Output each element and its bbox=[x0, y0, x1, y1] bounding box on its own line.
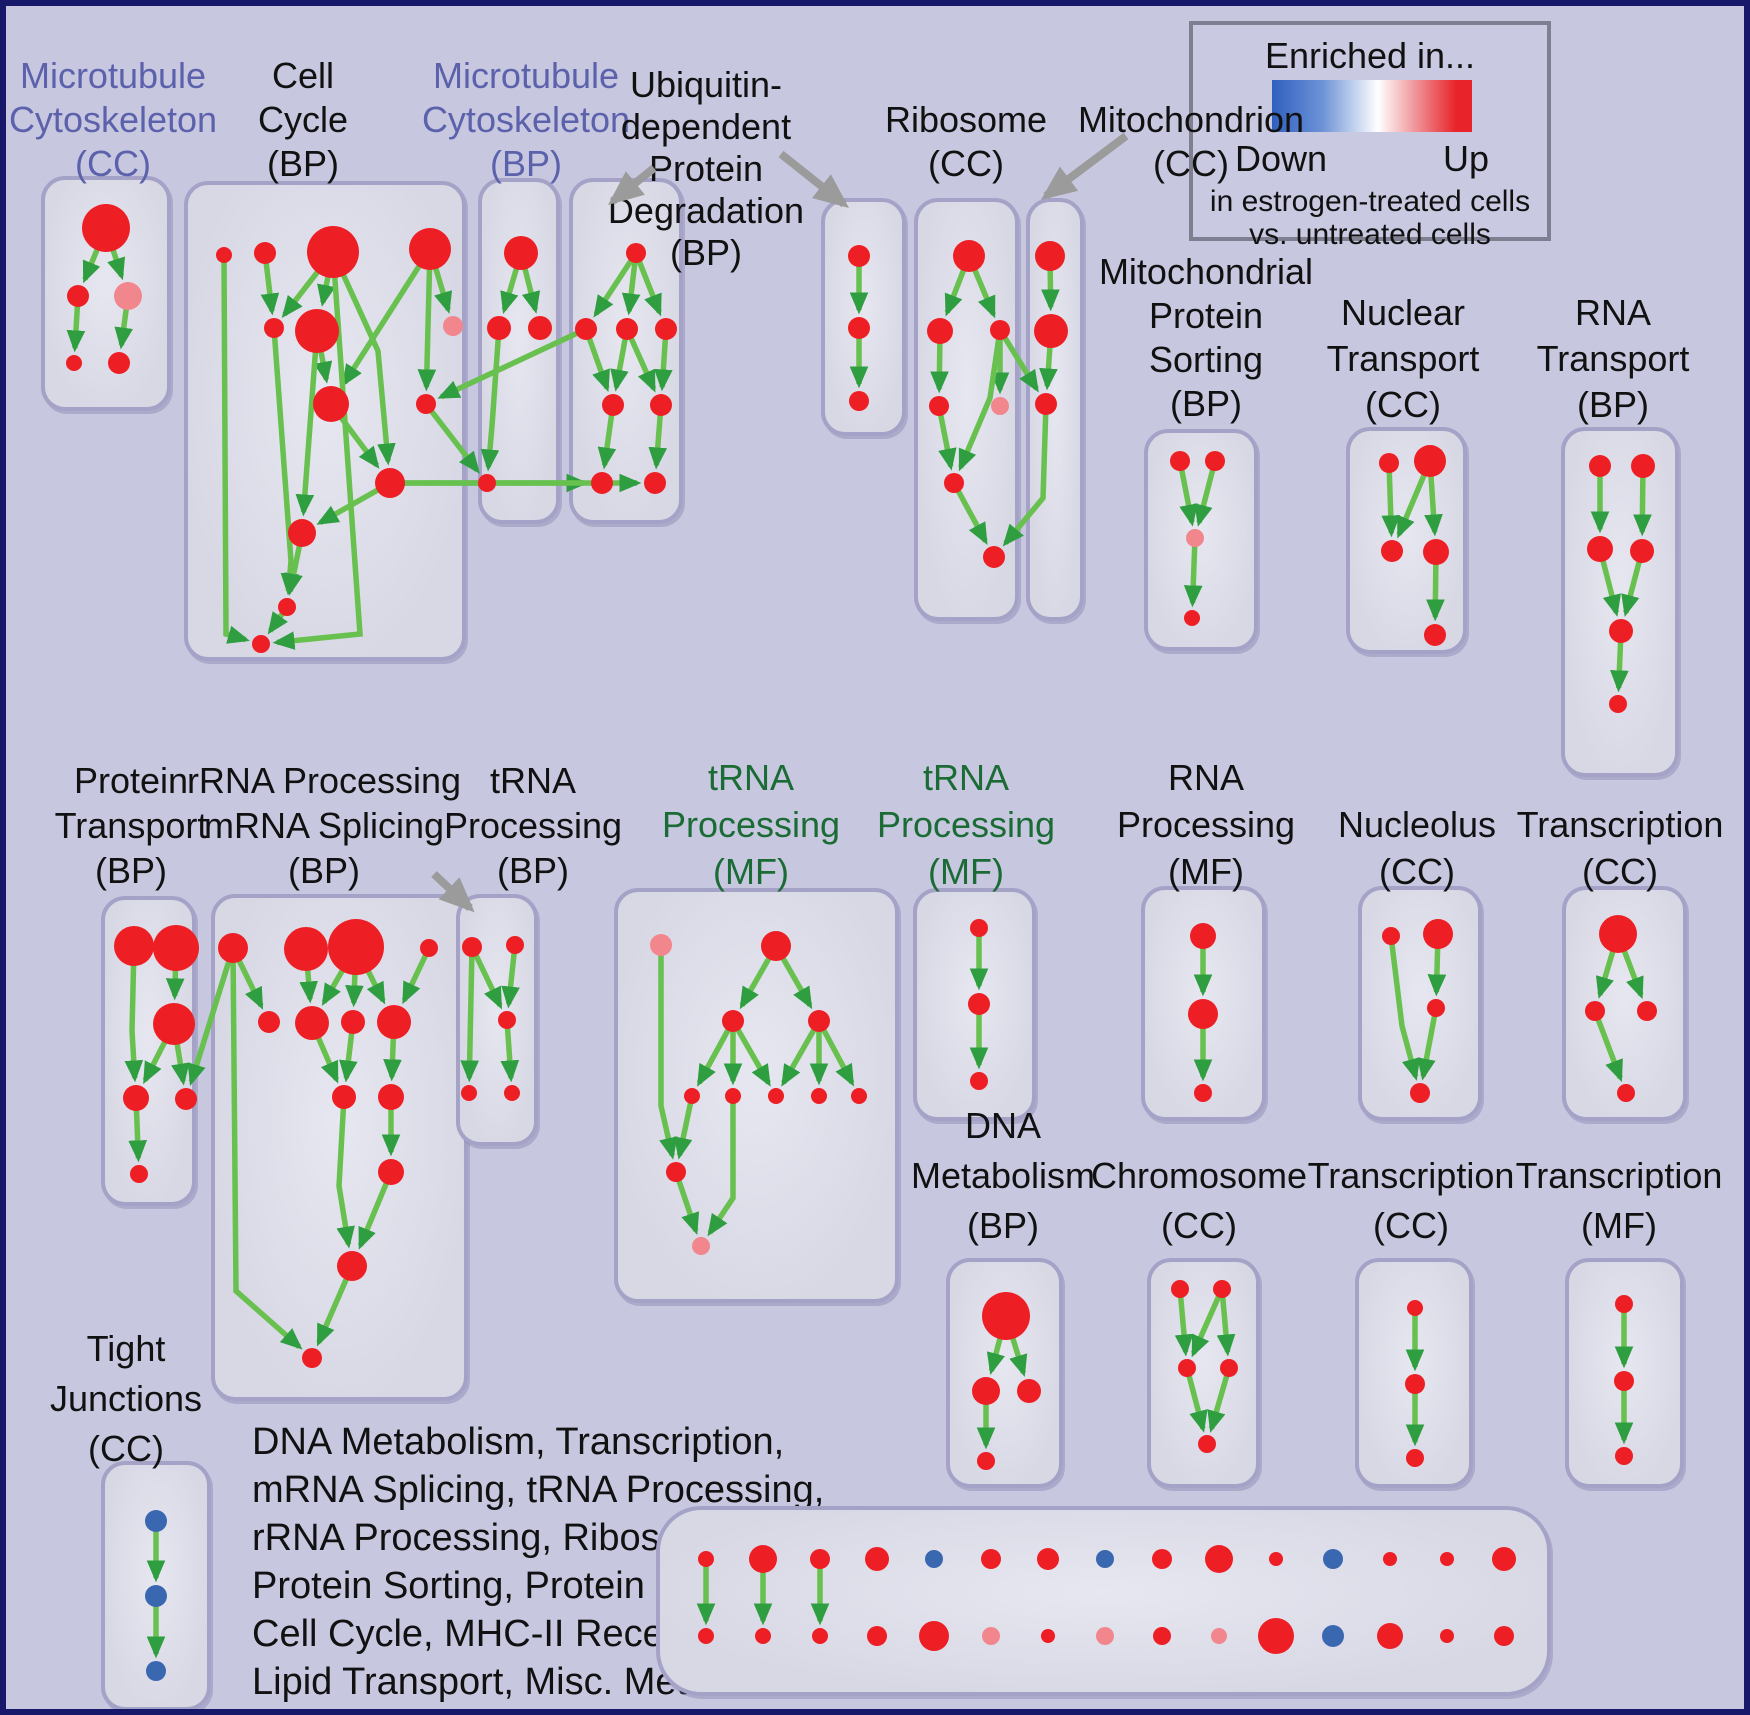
cluster-box-mitochondrial-protein-sorting-bp bbox=[1144, 429, 1258, 651]
label-pointer-arrow bbox=[778, 150, 850, 208]
cluster-label-trna-processing-bp: tRNA Processing (BP) bbox=[443, 760, 623, 891]
legend-up-label: Up bbox=[1442, 138, 1489, 179]
cluster-box-transcription-cc-lower bbox=[1355, 1258, 1473, 1488]
cluster-box-misc-terms-box bbox=[656, 1506, 1551, 1696]
cluster-box-trna-processing-mf-large bbox=[614, 888, 899, 1303]
cluster-box-mitochondrion-cc bbox=[1026, 198, 1084, 621]
cluster-label-transcription-cc-upper: Transcription (CC) bbox=[1516, 804, 1724, 892]
legend-panel: Enriched in... Down Up in estrogen-treat… bbox=[1189, 21, 1551, 251]
cluster-box-rna-transport-bp bbox=[1561, 427, 1679, 777]
cluster-label-nucleolus-cc: Nucleolus (CC) bbox=[1337, 804, 1497, 892]
cluster-box-trna-processing-bp bbox=[456, 894, 538, 1146]
cluster-label-ribosome-cc: Ribosome (CC) bbox=[884, 99, 1048, 184]
cluster-box-rna-processing-mf bbox=[1141, 886, 1266, 1121]
cluster-box-chromosome-cc bbox=[1147, 1258, 1260, 1488]
label-pointer-arrow bbox=[1040, 132, 1129, 200]
cluster-label-trna-processing-mf-small: tRNA Processing (MF) bbox=[876, 757, 1056, 892]
cluster-label-nuclear-transport-cc: Nuclear Transport (CC) bbox=[1326, 292, 1480, 425]
cluster-box-nucleolus-cc bbox=[1358, 886, 1482, 1121]
cluster-box-transcription-mf bbox=[1565, 1258, 1684, 1488]
cluster-label-transcription-cc-lower: Transcription (CC) bbox=[1307, 1155, 1515, 1246]
cluster-label-rna-transport-bp: RNA Transport (BP) bbox=[1536, 292, 1690, 425]
cluster-box-microtubule-cytoskeleton-cc bbox=[41, 176, 171, 411]
cluster-box-rrna-processing-mrna-splicing-bp bbox=[211, 894, 468, 1401]
cluster-box-tight-junctions-cc bbox=[101, 1461, 211, 1709]
cluster-label-trna-processing-mf-large: tRNA Processing (MF) bbox=[661, 757, 841, 892]
legend-subtitle-2: vs. untreated cells bbox=[1249, 218, 1491, 251]
cluster-box-ubiquitin-dependent-protein-degradation-bp bbox=[569, 178, 683, 524]
cluster-label-transcription-mf: Transcription (MF) bbox=[1515, 1155, 1723, 1246]
cluster-box-ubiquitin-degradation-box-2 bbox=[821, 198, 906, 436]
cluster-box-trna-processing-mf-small bbox=[913, 888, 1036, 1121]
cluster-label-chromosome-cc: Chromosome (CC) bbox=[1090, 1155, 1308, 1246]
cluster-box-dna-metabolism-bp bbox=[946, 1258, 1063, 1488]
cluster-box-microtubule-cytoskeleton-bp bbox=[478, 178, 560, 524]
legend-gradient-bar bbox=[1272, 80, 1472, 132]
cluster-box-ribosome-cc bbox=[914, 198, 1019, 621]
cluster-label-microtubule-cytoskeleton-cc: Microtubule Cytoskeleton (CC) bbox=[8, 55, 218, 184]
cluster-label-rna-processing-mf: RNA Processing (MF) bbox=[1116, 757, 1296, 892]
cluster-box-cell-cycle-bp bbox=[184, 181, 466, 661]
cluster-label-protein-transport-bp: Protein Transport (BP) bbox=[54, 760, 208, 891]
legend-subtitle-1: in estrogen-treated cells bbox=[1209, 185, 1531, 218]
legend-down-label: Down bbox=[1235, 138, 1328, 179]
cluster-box-transcription-cc-upper bbox=[1562, 886, 1687, 1121]
cluster-box-nuclear-transport-cc bbox=[1346, 427, 1467, 654]
cluster-box-protein-transport-bp bbox=[101, 896, 196, 1206]
cluster-label-microtubule-cytoskeleton-bp: Microtubule Cytoskeleton (BP) bbox=[421, 55, 631, 184]
cluster-label-cell-cycle-bp: Cell Cycle (BP) bbox=[257, 55, 349, 184]
legend-title: Enriched in... bbox=[1264, 35, 1476, 76]
cluster-label-rrna-processing-mrna-splicing-bp: rRNA Processing mRNA Splicing (BP) bbox=[186, 760, 462, 891]
